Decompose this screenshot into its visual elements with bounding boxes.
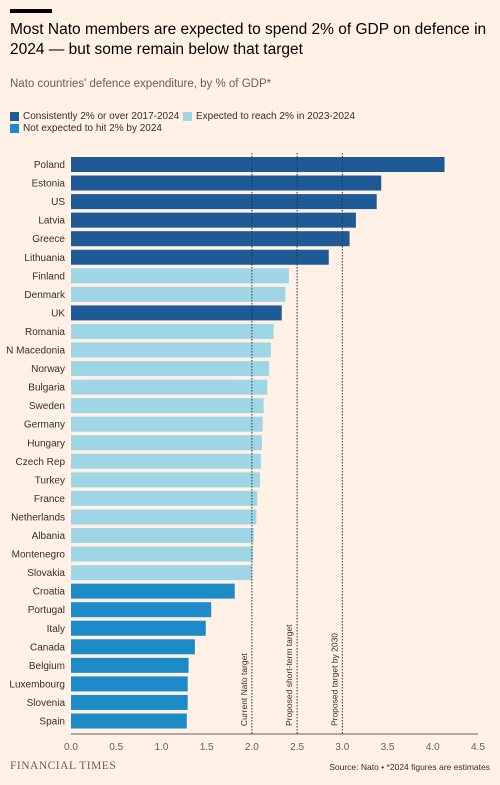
category-label-uk: UK (51, 308, 65, 319)
category-label-sweden: Sweden (29, 401, 65, 412)
bar-turkey (71, 472, 261, 488)
category-label-slovenia: Slovenia (27, 698, 66, 709)
category-label-croatia: Croatia (33, 587, 66, 598)
category-label-belgium: Belgium (29, 661, 65, 672)
legend-label-not-expected: Not expected to hit 2% by 2024 (23, 123, 162, 134)
category-label-germany: Germany (24, 420, 65, 431)
bar-greece (71, 231, 350, 247)
x-tick-label-4: 2.0 (245, 742, 259, 753)
chart-title: Most Nato members are expected to spend … (10, 21, 487, 58)
bar-uk (71, 305, 282, 321)
reference-line-label-1: Proposed short-term target (284, 624, 294, 726)
bar-spain (71, 713, 187, 729)
bar-slovenia (71, 694, 188, 710)
x-tick-label-9: 4.5 (471, 742, 485, 753)
x-tick-label-2: 1.0 (154, 742, 168, 753)
category-label-albania: Albania (32, 531, 66, 542)
category-label-greece: Greece (32, 234, 65, 245)
category-label-latvia: Latvia (38, 216, 65, 227)
bar-n-macedonia (71, 342, 271, 358)
category-label-bulgaria: Bulgaria (28, 383, 65, 394)
legend-label-expected: Expected to reach 2% in 2023-2024 (196, 111, 355, 122)
bar-norway (71, 361, 270, 377)
category-label-luxembourg: Luxembourg (9, 679, 65, 690)
bar-slovakia (71, 565, 252, 581)
legend-swatch-expected (183, 112, 192, 121)
category-label-romania: Romania (25, 327, 65, 338)
legend-item-expected: Expected to reach 2% in 2023-2024 (183, 111, 355, 122)
category-label-italy: Italy (47, 624, 65, 635)
bar-luxembourg (71, 676, 188, 692)
bar-italy (71, 620, 206, 636)
x-tick-label-6: 3.0 (335, 742, 349, 753)
bar-portugal (71, 602, 212, 618)
legend-swatch-consistent (10, 112, 19, 121)
category-label-france: France (34, 494, 66, 505)
bar-poland (71, 157, 445, 172)
bar-estonia (71, 175, 382, 191)
bar-germany (71, 416, 263, 432)
source-note: Source: Nato • *2024 figures are estimat… (329, 762, 490, 772)
category-label-poland: Poland (34, 160, 65, 171)
category-label-estonia: Estonia (32, 179, 66, 190)
chart-subtitle: Nato countries' defence expenditure, by … (10, 78, 272, 90)
x-tick-label-5: 2.5 (290, 742, 304, 753)
category-label-denmark: Denmark (24, 290, 66, 301)
bar-us (71, 194, 377, 210)
legend-item-consistent: Consistently 2% or over 2017-2024 (10, 111, 179, 122)
x-tick-label-3: 1.5 (200, 742, 214, 753)
bar-france (71, 490, 258, 506)
bar-finland (71, 268, 289, 284)
category-label-slovakia: Slovakia (27, 568, 65, 579)
x-tick-label-7: 3.5 (381, 742, 395, 753)
bar-netherlands (71, 509, 257, 525)
bar-czech-rep (71, 453, 261, 469)
bar-denmark (71, 286, 286, 302)
bar-hungary (71, 435, 262, 451)
legend-label-consistent: Consistently 2% or over 2017-2024 (23, 111, 180, 122)
bar-bulgaria (71, 379, 268, 395)
reference-line-label-0: Current Nato target (239, 653, 249, 726)
bar-canada (71, 639, 195, 655)
bar-belgium (71, 657, 189, 673)
category-label-hungary: Hungary (27, 438, 65, 449)
bar-albania (71, 528, 254, 543)
x-tick-label-0: 0.0 (64, 742, 78, 753)
category-label-finland: Finland (32, 271, 65, 282)
category-label-spain: Spain (39, 717, 65, 728)
category-label-turkey: Turkey (35, 475, 65, 486)
category-label-portugal: Portugal (28, 605, 65, 616)
category-label-netherlands: Netherlands (11, 512, 65, 523)
category-label-czech-rep: Czech Rep (16, 457, 66, 468)
category-label-us: US (51, 197, 65, 208)
category-label-montenegro: Montenegro (12, 550, 66, 561)
ft-logo-text: FINANCIAL TIMES (10, 760, 117, 772)
x-tick-label-8: 4.0 (426, 742, 440, 753)
category-label-norway: Norway (31, 364, 65, 375)
x-tick-label-1: 0.5 (109, 742, 123, 753)
bar-romania (71, 323, 274, 339)
legend-swatch-not-expected (10, 124, 19, 133)
bar-sweden (71, 398, 264, 414)
category-label-canada: Canada (30, 642, 65, 653)
reference-line-label-2: Proposed target by 2030 (329, 633, 339, 726)
bar-montenegro (71, 546, 253, 562)
top-rule (10, 9, 52, 13)
bar-latvia (71, 212, 356, 228)
bar-croatia (71, 583, 235, 599)
category-label-n-macedonia: N Macedonia (6, 346, 65, 357)
bar-lithuania (71, 249, 329, 265)
category-label-lithuania: Lithuania (24, 253, 65, 264)
legend-item-not-expected: Not expected to hit 2% by 2024 (10, 123, 162, 134)
